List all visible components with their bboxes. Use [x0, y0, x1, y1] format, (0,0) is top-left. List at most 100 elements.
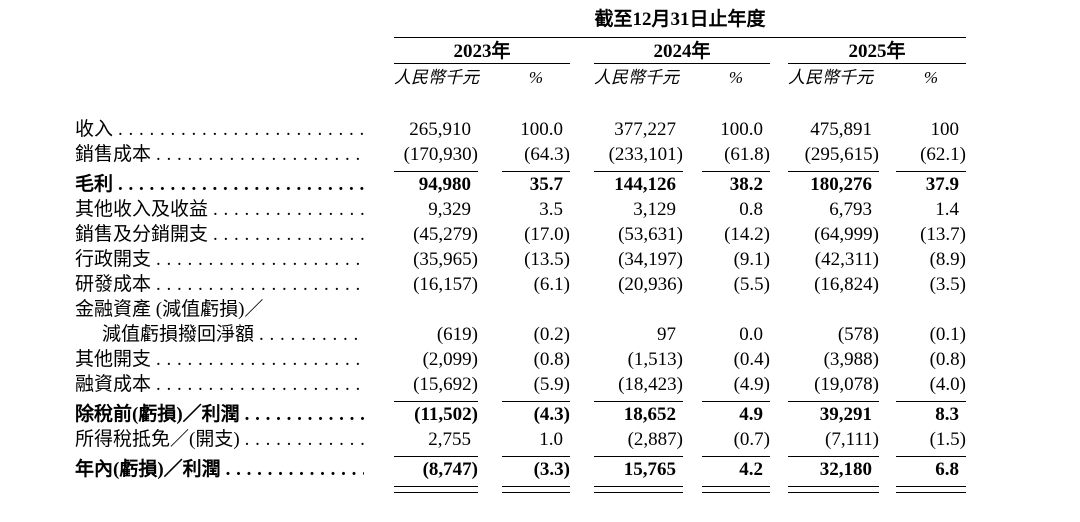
dot-leader — [156, 347, 364, 372]
value-cell: 1.0 — [539, 429, 563, 450]
value-cell: (1,513) — [627, 349, 683, 370]
value-cell: 4.9 — [739, 404, 763, 425]
value-cell: (34,197) — [618, 249, 683, 270]
column-rule — [788, 397, 879, 402]
row-label-cell: 年內(虧損)／利潤 — [75, 457, 394, 482]
row-label: 除稅前(虧損)／利潤 — [75, 404, 240, 425]
dot-leader — [259, 322, 364, 347]
value-cell: 3.5 — [539, 199, 563, 220]
value-cell: (5.9) — [533, 374, 570, 395]
value-cell: (53,631) — [618, 224, 683, 245]
percent-header: % — [923, 68, 939, 87]
dot-leader — [156, 372, 364, 397]
value-cell: 100.0 — [720, 119, 763, 140]
dot-leader — [156, 142, 364, 167]
value-cell: 9,329 — [428, 199, 471, 220]
table-row: 金融資產 (減值虧損)／ — [75, 297, 966, 322]
dot-leader — [118, 117, 364, 142]
double-rule — [594, 486, 683, 493]
table-row: 銷售成本 (170,930) (64.3) (233,101) (61.8) (295,6… — [75, 142, 966, 167]
row-label-cell: 融資成本 — [75, 372, 394, 397]
value-cell: (20,936) — [618, 274, 683, 295]
value-cell: 38.2 — [729, 174, 763, 195]
column-rule — [702, 397, 770, 402]
value-cell: (5.5) — [733, 274, 770, 295]
table-row: 研發成本 (16,157) (6.1) (20,936) (5.5) (16,824) (3… — [75, 272, 966, 297]
rule-row — [75, 482, 966, 495]
row-label: 銷售及分銷開支 — [75, 224, 209, 245]
row-label: 所得稅抵免／(開支) — [75, 429, 240, 450]
table-row: 減值虧損撥回淨額 (619) (0.2) 97 0.0 (578) (0.1) — [75, 322, 966, 347]
unit-header: 人民幣千元 — [394, 68, 479, 87]
value-cell: (13.5) — [524, 249, 570, 270]
value-cell: (16,157) — [413, 274, 478, 295]
row-label-cell: 減值虧損撥回淨額 — [75, 322, 394, 347]
row-label: 年內(虧損)／利潤 — [75, 459, 221, 480]
double-rule — [394, 486, 478, 493]
value-cell: 475,891 — [810, 119, 872, 140]
dot-leader — [213, 222, 364, 247]
year-header-2025: 2025年 — [788, 38, 966, 64]
double-rule — [896, 486, 966, 493]
period-header-row: 截至12月31日止年度 — [75, 8, 966, 38]
value-cell: 39,291 — [819, 404, 872, 425]
value-cell: (3,988) — [823, 349, 879, 370]
value-cell: (6.1) — [533, 274, 570, 295]
rule-row — [75, 452, 966, 457]
year-header-row: 2023年 2024年 2025年 — [75, 38, 966, 64]
column-rule — [394, 452, 478, 457]
value-cell: 144,126 — [614, 174, 676, 195]
row-label: 銷售成本 — [75, 144, 152, 165]
value-cell: 100 — [930, 119, 960, 140]
column-rule — [594, 167, 683, 172]
value-cell: 2,755 — [428, 429, 471, 450]
row-label-cell: 金融資產 (減值虧損)／ — [75, 297, 394, 322]
value-cell: (4.9) — [733, 374, 770, 395]
table-row: 銷售及分銷開支 (45,279) (17.0) (53,631) (14.2) (64,9… — [75, 222, 966, 247]
value-cell: (4.3) — [533, 404, 570, 425]
percent-header: % — [528, 68, 544, 87]
value-cell: (62.1) — [920, 144, 966, 165]
dot-leader — [245, 402, 364, 427]
value-cell: (0.4) — [733, 349, 770, 370]
value-cell: (45,279) — [413, 224, 478, 245]
value-cell: 377,227 — [614, 119, 676, 140]
dot-leader — [118, 172, 364, 197]
row-label-cell: 其他開支 — [75, 347, 394, 372]
year-header-2024: 2024年 — [594, 38, 770, 64]
row-label-cell: 銷售及分銷開支 — [75, 222, 394, 247]
value-cell: (18,423) — [618, 374, 683, 395]
row-label-cell: 收入 — [75, 117, 394, 142]
row-label-cell: 所得稅抵免／(開支) — [75, 427, 394, 452]
value-cell: 97 — [657, 324, 676, 345]
value-cell: (13.7) — [920, 224, 966, 245]
value-cell: (619) — [436, 324, 478, 345]
row-label-cell: 行政開支 — [75, 247, 394, 272]
column-rule — [502, 167, 570, 172]
value-cell: 3,129 — [633, 199, 676, 220]
value-cell: (3.5) — [929, 274, 966, 295]
row-label: 研發成本 — [75, 274, 152, 295]
value-cell: (1.5) — [929, 429, 966, 450]
table-row: 其他開支 (2,099) (0.8) (1,513) (0.4) (3,988) (0.8) — [75, 347, 966, 372]
value-cell: (11,502) — [414, 404, 478, 425]
value-cell: (2,887) — [627, 429, 683, 450]
row-label-cell: 除稅前(虧損)／利潤 — [75, 402, 394, 427]
row-label: 融資成本 — [75, 374, 152, 395]
table-row: 收入 265,910 100.0 377,227 100.0 475,891 100 — [75, 117, 966, 142]
column-rule — [702, 167, 770, 172]
value-cell: 0.0 — [739, 324, 763, 345]
value-cell: (233,101) — [608, 144, 683, 165]
dot-leader — [156, 272, 364, 297]
value-cell: 265,910 — [409, 119, 471, 140]
value-cell: (2,099) — [422, 349, 478, 370]
row-label: 金融資產 (減值虧損)／ — [75, 299, 264, 320]
column-rule — [896, 452, 966, 457]
period-title: 截至12月31日止年度 — [394, 8, 966, 38]
row-label-cell: 毛利 — [75, 172, 394, 197]
value-cell: (0.7) — [733, 429, 770, 450]
value-cell: 4.2 — [739, 459, 763, 480]
row-label: 毛利 — [75, 174, 114, 195]
value-cell: (0.8) — [533, 349, 570, 370]
unit-header: 人民幣千元 — [594, 68, 679, 87]
